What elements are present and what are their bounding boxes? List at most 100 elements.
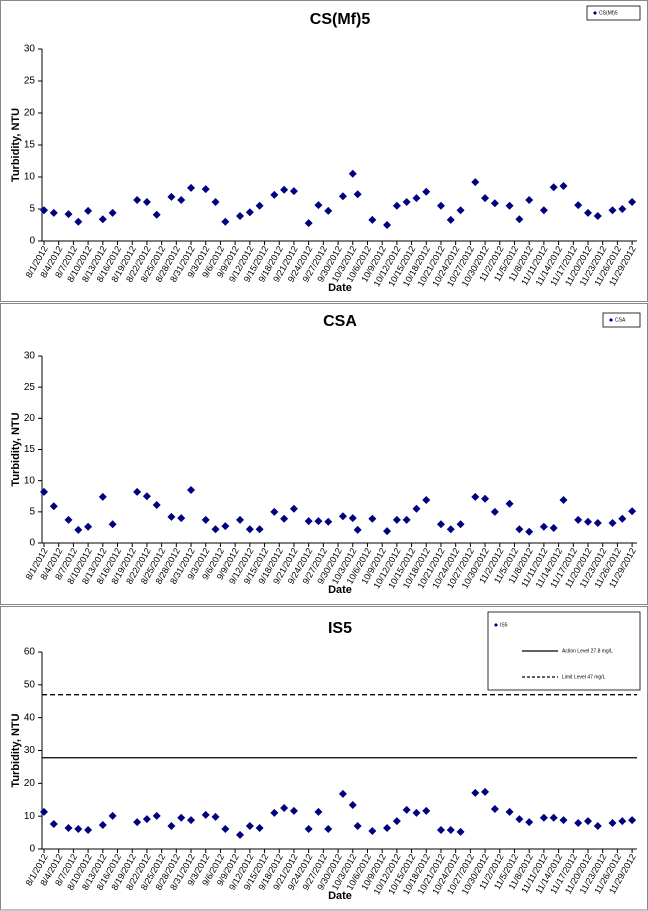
y-tick-label: 60 (24, 647, 36, 658)
data-point (608, 819, 617, 828)
data-point (201, 515, 210, 524)
data-point (187, 183, 196, 192)
data-point (618, 205, 627, 213)
data-point (353, 190, 362, 199)
data-point (338, 789, 347, 798)
data-point (628, 197, 637, 206)
data-point (177, 514, 186, 523)
data-point (392, 515, 401, 524)
legend-label: Limit Level 47 mg/L (562, 674, 606, 680)
data-point (446, 525, 455, 534)
data-point (98, 215, 107, 224)
y-tick-label: 50 (24, 679, 36, 690)
data-point (108, 208, 117, 217)
data-point (471, 788, 480, 797)
data-point (559, 816, 568, 825)
data-point (505, 807, 514, 816)
data-point (64, 823, 73, 832)
data-point (422, 187, 431, 196)
data-point (289, 806, 298, 815)
data-point (436, 520, 445, 529)
data-point (559, 495, 568, 504)
data-point (446, 215, 455, 224)
data-point (221, 824, 230, 833)
data-point (549, 524, 558, 533)
data-point (436, 201, 445, 210)
data-point (211, 525, 220, 534)
legend-label: CS(Mf)5 (599, 10, 618, 16)
data-point (574, 819, 583, 828)
data-point (74, 824, 83, 833)
data-point (481, 494, 490, 503)
data-point (84, 206, 93, 215)
legend-marker (593, 11, 597, 15)
data-point (628, 816, 637, 825)
y-axis-label: Turbidity, NTU (10, 108, 22, 182)
legend-box (602, 312, 641, 328)
data-point (402, 805, 411, 814)
data-point (201, 810, 210, 819)
data-point (40, 206, 48, 215)
data-point (505, 201, 514, 210)
data-point (608, 206, 617, 215)
data-point (490, 804, 499, 813)
chart-title: CSA (323, 313, 357, 330)
data-point (412, 504, 421, 513)
data-point (383, 221, 392, 229)
y-axis-label: Turbidity, NTU (10, 412, 22, 486)
data-point (539, 522, 548, 531)
data-point (348, 514, 357, 523)
data-point (559, 181, 568, 190)
data-point (574, 515, 583, 524)
data-point (49, 208, 58, 217)
data-point (436, 825, 445, 834)
data-point (40, 807, 48, 816)
data-point (549, 813, 558, 822)
data-point (456, 520, 465, 529)
data-point (314, 517, 323, 526)
data-point (593, 822, 602, 831)
data-point (412, 194, 421, 203)
data-point (628, 507, 637, 516)
data-point (574, 201, 583, 210)
y-tick-label: 0 (29, 538, 35, 549)
data-point (304, 824, 313, 833)
data-point (221, 522, 230, 531)
y-tick-label: 40 (24, 712, 36, 723)
data-point (201, 185, 210, 194)
y-tick-label: 30 (24, 745, 36, 756)
legend-label: CSA (615, 317, 626, 323)
data-point (608, 519, 617, 528)
data-point (64, 515, 73, 524)
data-point (481, 194, 490, 203)
data-point (289, 187, 298, 196)
y-tick-label: 20 (24, 108, 36, 119)
data-point (142, 197, 151, 206)
data-point (177, 196, 186, 205)
data-point (270, 808, 279, 817)
y-tick-label: 0 (29, 236, 35, 247)
data-point (583, 208, 592, 217)
legend-marker (494, 623, 498, 627)
data-point (177, 813, 186, 822)
data-point (245, 208, 254, 217)
data-point (133, 196, 142, 205)
data-point (422, 495, 431, 504)
data-point (515, 525, 524, 534)
data-point (324, 824, 333, 833)
y-tick-label: 25 (24, 76, 36, 87)
y-tick-label: 15 (24, 140, 36, 151)
y-tick-label: 10 (24, 172, 36, 183)
data-point (525, 818, 534, 827)
data-point (236, 515, 245, 524)
data-point (471, 492, 480, 501)
data-point (98, 492, 107, 501)
data-point (221, 217, 230, 226)
data-point (481, 787, 490, 796)
data-point (392, 817, 401, 826)
data-point (539, 813, 548, 822)
data-point (392, 201, 401, 210)
data-point (583, 517, 592, 526)
data-point (456, 206, 465, 215)
